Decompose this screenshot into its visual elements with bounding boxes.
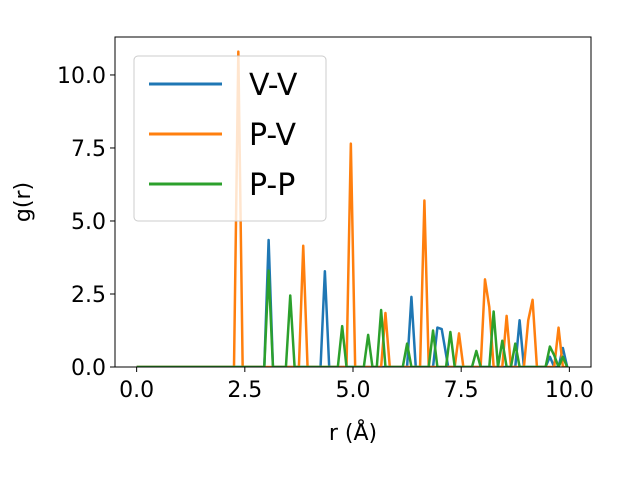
x-tick-label: 2.5 [227, 378, 262, 403]
legend: V-V P-V P-P [133, 55, 327, 222]
y-tick-label: 10.0 [57, 64, 106, 89]
y-tick-label: 5.0 [71, 210, 106, 235]
x-axis-ticks: 0.0 2.5 5.0 7.5 10.0 [119, 367, 594, 403]
x-tick-label: 10.0 [545, 378, 594, 403]
y-tick-label: 2.5 [71, 283, 106, 308]
series-line-p-v [136, 50, 568, 367]
x-tick-label: 7.5 [444, 378, 479, 403]
x-tick-label: 5.0 [336, 378, 371, 403]
x-tick-label: 0.0 [119, 378, 154, 403]
y-axis-label: g(r) [11, 182, 36, 222]
legend-label-v-v: V-V [249, 68, 298, 103]
y-tick-label: 0.0 [71, 356, 106, 381]
series-line-v-v [136, 238, 569, 367]
series-layer [136, 50, 569, 367]
y-tick-label: 7.5 [71, 137, 106, 162]
x-axis-label: r (Å) [329, 419, 377, 446]
legend-box [133, 55, 327, 222]
y-axis-ticks: 0.0 2.5 5.0 7.5 10.0 [57, 64, 115, 381]
legend-label-p-v: P-V [249, 118, 296, 153]
legend-label-p-p: P-P [249, 168, 295, 203]
